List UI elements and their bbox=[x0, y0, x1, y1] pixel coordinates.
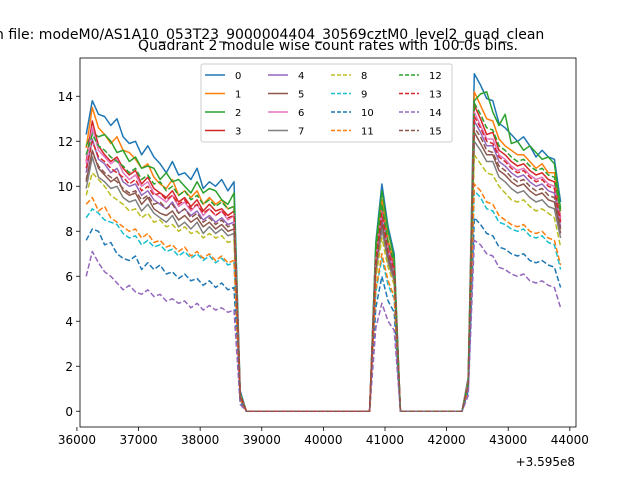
legend-label-12: 12 bbox=[429, 71, 442, 82]
x-tick-label: 44000 bbox=[551, 433, 589, 447]
y-tick-label: 12 bbox=[58, 135, 73, 149]
series-line-9 bbox=[85, 190, 562, 413]
legend-label-2: 2 bbox=[235, 108, 241, 119]
legend-label-5: 5 bbox=[298, 90, 304, 101]
legend-label-10: 10 bbox=[361, 108, 374, 119]
legend-label-6: 6 bbox=[298, 108, 304, 119]
legend-label-0: 0 bbox=[235, 71, 241, 82]
legend-label-1: 1 bbox=[235, 90, 241, 101]
y-tick-label: 14 bbox=[58, 90, 73, 104]
y-tick-label: 8 bbox=[65, 225, 73, 239]
y-tick-label: 4 bbox=[65, 315, 73, 329]
x-tick-label: 42000 bbox=[428, 433, 466, 447]
x-tick-label: 38000 bbox=[181, 433, 219, 447]
series-line-10 bbox=[85, 217, 562, 413]
legend-label-8: 8 bbox=[361, 71, 367, 82]
x-axis-offset-label: +3.595e8 bbox=[516, 455, 575, 469]
legend-box bbox=[200, 63, 453, 143]
series-line-15 bbox=[85, 127, 562, 413]
chart-title: Quadrant 2 module wise count rates with … bbox=[138, 38, 518, 54]
series-line-14 bbox=[85, 239, 562, 413]
legend-label-3: 3 bbox=[235, 127, 241, 138]
y-tick-label: 10 bbox=[58, 180, 73, 194]
legend-label-11: 11 bbox=[361, 127, 374, 138]
figure-suptitle: n file: modeM0/AS1A10_053T23_9000004404_… bbox=[0, 27, 544, 43]
x-tick-label: 39000 bbox=[243, 433, 281, 447]
x-tick-label: 40000 bbox=[304, 433, 342, 447]
legend-label-9: 9 bbox=[361, 90, 367, 101]
axes-frame bbox=[79, 57, 577, 428]
x-tick-label: 36000 bbox=[58, 433, 96, 447]
plot-area: 36000 37000 38000 39000 40000 41000 42000 43000… bbox=[58, 57, 589, 447]
legend-label-14: 14 bbox=[429, 108, 442, 119]
y-tick-label: 6 bbox=[65, 270, 73, 284]
legend-label-15: 15 bbox=[429, 127, 442, 138]
series-line-13 bbox=[85, 115, 562, 413]
y-tick-label: 0 bbox=[65, 405, 73, 419]
legend-label-7: 7 bbox=[298, 127, 304, 138]
x-tick-label: 37000 bbox=[119, 433, 157, 447]
legend-label-4: 4 bbox=[298, 71, 304, 82]
y-tick-label: 2 bbox=[65, 360, 73, 374]
legend-label-13: 13 bbox=[429, 90, 442, 101]
x-tick-label: 41000 bbox=[366, 433, 404, 447]
x-tick-label: 43000 bbox=[489, 433, 527, 447]
